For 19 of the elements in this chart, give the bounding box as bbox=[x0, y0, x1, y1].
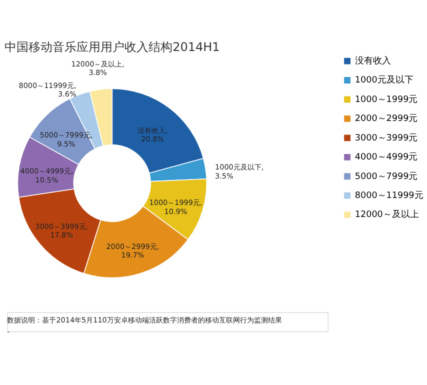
legend-label: 没有收入 bbox=[354, 55, 391, 66]
text: 数据说明：基于2014年5月110万安卓移动端活跃数字消费者的移动互联网行为监测结果。 bbox=[7, 316, 282, 334]
data-label: 4000～4999元, 10.5% bbox=[20, 166, 74, 184]
chart-title: 中国移动音乐应用用户收入结构2014H1 bbox=[4, 40, 220, 54]
data-label: 12000～及以上, 3.8% bbox=[71, 59, 124, 78]
legend-label: 5000～7999元 bbox=[354, 170, 418, 182]
legend-label: 2000～2999元 bbox=[354, 113, 418, 124]
legend-label: 8000～11999元 bbox=[354, 190, 424, 202]
legend-label: 3000～3999元 bbox=[354, 132, 418, 144]
legend-label: 12000～及以上 bbox=[354, 209, 419, 220]
legend-label: 4000～4999元 bbox=[354, 152, 418, 163]
data-label: 8000～11999元, 3.6% bbox=[18, 80, 76, 99]
data-label: 3000～3999元, 17.8% bbox=[35, 222, 88, 240]
legend-label: 1000元及以下 bbox=[354, 74, 414, 86]
data-label: 1000元及以下, 3.5% bbox=[215, 162, 264, 180]
legend-label: 1000～1999元 bbox=[354, 94, 418, 105]
data-label: 1000～1999元, 10.9% bbox=[149, 198, 202, 216]
data-label: 2000～2999元, 19.7% bbox=[106, 242, 160, 260]
data-label: 没有收入, 20.8% bbox=[137, 126, 168, 144]
